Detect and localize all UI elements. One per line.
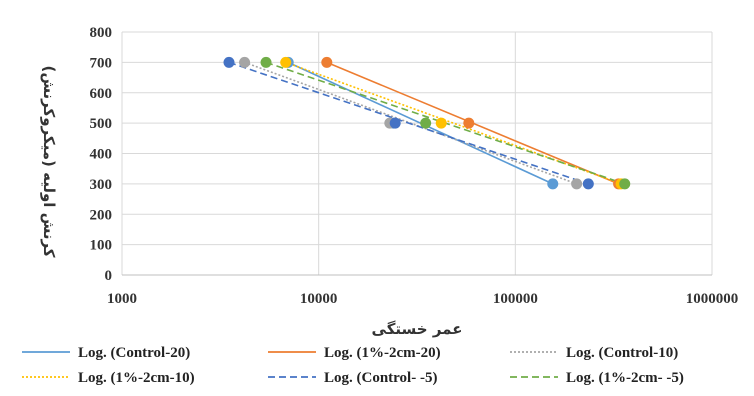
legend-item: Log. (1%-2cm-20) — [268, 345, 441, 361]
x-tick-label: 100000 — [493, 291, 538, 307]
legend-label: Log. (1%-2cm-10) — [78, 370, 195, 386]
data-point — [321, 56, 333, 68]
x-tick-label: 1000000 — [686, 291, 739, 307]
data-points — [223, 56, 631, 190]
legend-label: Log. (1%-2cm- -5) — [566, 370, 684, 386]
data-point — [420, 117, 432, 129]
legend-item: Log. (1%-2cm- -5) — [510, 370, 684, 386]
y-tick-label: 100 — [90, 238, 113, 254]
y-tick-label: 500 — [90, 116, 113, 132]
legend-item: Log. (Control- -5) — [268, 370, 437, 386]
chart-legend: Log. (Control-20) Log. (1%-2cm-20) Log. (C… — [22, 345, 684, 386]
legend-label: Log. (Control-10) — [566, 345, 678, 361]
y-axis-title: کرنش اولیه (میکروکرنش) — [40, 65, 58, 257]
y-tick-label: 300 — [90, 177, 113, 193]
chart-gridlines — [121, 31, 713, 276]
data-point — [280, 56, 292, 68]
legend-label: Log. (Control- -5) — [324, 370, 437, 386]
y-tick-label: 600 — [90, 86, 113, 102]
data-point — [260, 56, 272, 68]
legend-item: Log. (Control-20) — [22, 345, 190, 361]
trendline — [285, 61, 622, 185]
data-point — [619, 178, 631, 190]
legend-label: Log. (Control-20) — [78, 345, 190, 361]
y-tick-label: 400 — [90, 147, 113, 163]
legend-label: Log. (1%-2cm-20) — [324, 345, 441, 361]
data-point — [547, 178, 559, 190]
legend-item: Log. (Control-10) — [510, 345, 678, 361]
y-tick-label: 800 — [90, 25, 113, 41]
y-tick-label: 200 — [90, 207, 113, 223]
data-point — [389, 117, 401, 129]
data-point — [463, 117, 475, 129]
data-point — [571, 178, 583, 190]
y-axis-tick-labels: 0 100 200 300 400 500 600 700 800 — [90, 25, 113, 284]
data-point — [435, 117, 447, 129]
x-tick-label: 10000 — [300, 291, 338, 307]
x-axis-title: عمر خستگی — [372, 320, 463, 338]
y-tick-label: 0 — [105, 268, 113, 284]
data-point — [239, 56, 251, 68]
data-point — [582, 178, 594, 190]
data-point — [223, 56, 235, 68]
legend-item: Log. (1%-2cm-10) — [22, 370, 195, 386]
trendline — [228, 61, 589, 185]
y-tick-label: 700 — [90, 55, 113, 71]
x-tick-label: 1000 — [107, 291, 137, 307]
x-axis-tick-labels: 1000 10000 100000 1000000 — [107, 291, 738, 307]
